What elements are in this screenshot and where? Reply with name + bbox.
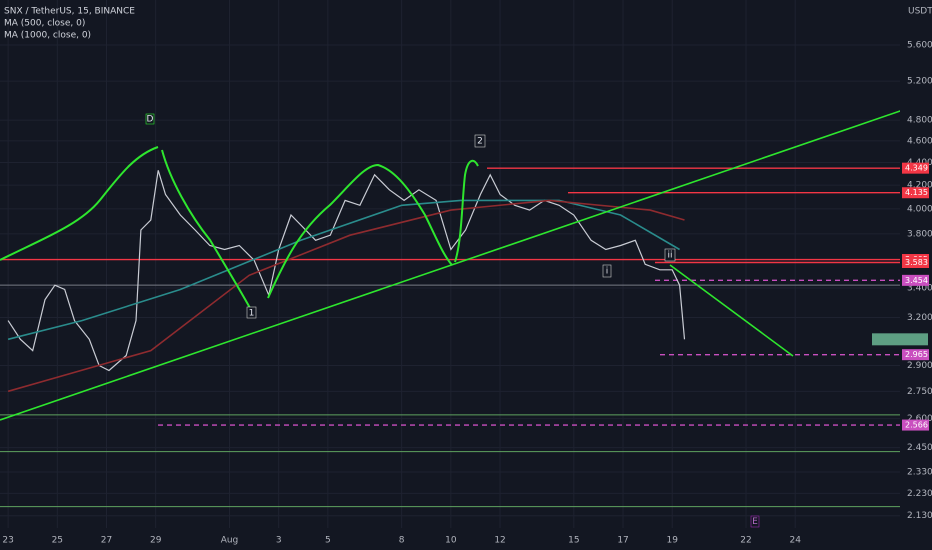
y-tick-label: 4.800 (907, 116, 932, 126)
y-tick-label: 2.600 (907, 414, 932, 424)
moving-average (7, 199, 681, 341)
wave-labels: D 1 2 i ii E (145, 113, 760, 528)
label-box (750, 515, 760, 528)
y-tick-label: 3.400 (907, 284, 932, 294)
price-tag (902, 419, 929, 431)
y-tick-label: 5.600 (907, 41, 932, 51)
label-box (246, 306, 257, 319)
label-box (602, 264, 612, 278)
price-tag (902, 187, 929, 199)
price-axis: 5.6005.2004.8004.6004.4004.2004.0003.800… (872, 0, 932, 550)
moving-average (7, 199, 685, 393)
y-tick-label: 2.230 (907, 489, 932, 499)
wave-curve (161, 149, 251, 309)
label-box (664, 248, 676, 262)
x-tick-label: 3 (276, 536, 282, 546)
price-tag-label: 3.454 (905, 276, 928, 285)
x-tick-label: 27 (101, 536, 112, 546)
x-tick-label: 23 (2, 536, 13, 546)
price-line (7, 170, 686, 372)
wave-label: D (147, 115, 154, 125)
wave-label: 2 (477, 137, 483, 147)
x-tick-label: 17 (617, 536, 628, 546)
label-box (145, 113, 155, 125)
y-tick-label: 5.200 (907, 77, 932, 87)
label-box (474, 134, 486, 148)
price-tag-label: 3.583 (905, 258, 928, 267)
last-price-tag (872, 333, 928, 346)
price-tag (902, 256, 929, 268)
x-tick-label: 25 (52, 536, 63, 546)
x-tick-label: 10 (445, 536, 457, 546)
y-tick-label: 2.330 (907, 468, 932, 478)
levels (0, 167, 900, 508)
x-tick-label: 29 (150, 536, 162, 546)
x-tick-label: Aug (221, 536, 239, 546)
wave-label: i (606, 267, 609, 277)
price-tag-label: 2.965 (905, 350, 928, 359)
y-tick-label: 3.800 (907, 229, 932, 239)
x-tick-label: 19 (667, 536, 679, 546)
grid (0, 0, 900, 528)
x-tick-label: 5 (325, 536, 331, 546)
y-tick-label: 2.900 (907, 361, 932, 371)
trend-line (669, 264, 794, 357)
y-tick-label: 2.130 (907, 511, 932, 521)
wave-curve (0, 146, 159, 261)
price-tag-label: 4.349 (905, 164, 928, 173)
axis-unit: USDT (908, 7, 932, 17)
legend-entry: MA (1000, close, 0) (4, 31, 91, 41)
wave-curve (454, 159, 479, 263)
price-tag (902, 274, 929, 286)
x-tick-label: 12 (494, 536, 505, 546)
drawings (0, 109, 904, 421)
price-tag-label: 4.135 (905, 188, 928, 197)
x-tick-label: 24 (789, 536, 801, 546)
y-tick-label: 2.750 (907, 387, 932, 397)
legend-entry: MA (500, close, 0) (4, 19, 85, 29)
y-tick-label: 3.200 (907, 313, 932, 323)
y-tick-label: 4.600 (907, 136, 932, 146)
wave-label: E (752, 517, 758, 527)
x-tick-label: 15 (568, 536, 579, 546)
x-tick-label: 22 (740, 536, 751, 546)
wave-label: ii (667, 251, 672, 261)
price-tag (902, 349, 929, 361)
y-tick-label: 4.000 (907, 204, 932, 214)
price-tag-label: 2.566 (905, 421, 928, 430)
y-tick-label: 4.200 (907, 181, 932, 191)
wave-label: 1 (249, 309, 255, 319)
wave-curve (267, 163, 453, 299)
price-tag (902, 162, 929, 174)
x-tick-label: 8 (399, 536, 405, 546)
chart-title: SNX / TetherUS, 15, BINANCE (4, 7, 135, 17)
y-tick-label: 2.450 (907, 443, 932, 453)
series (7, 170, 686, 393)
